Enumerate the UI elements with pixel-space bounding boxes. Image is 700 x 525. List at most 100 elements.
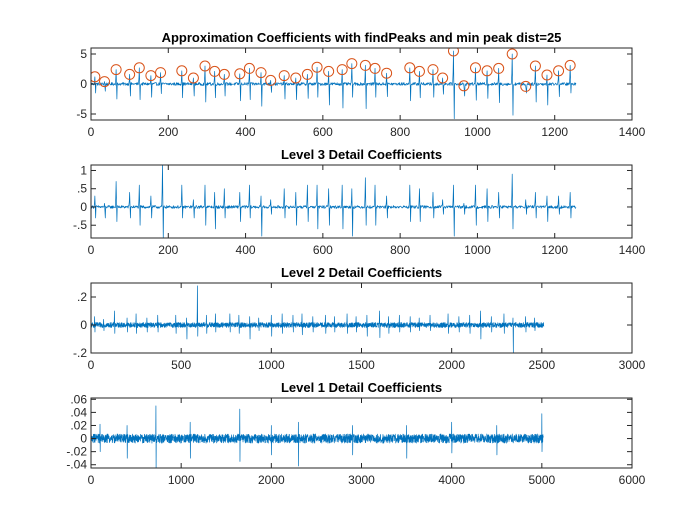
y-tick-label: 0 <box>80 432 87 446</box>
y-tick-label: 1 <box>80 163 87 177</box>
x-tick-label: 200 <box>158 243 178 257</box>
peak-marker <box>506 48 518 60</box>
peak-marker <box>336 64 348 76</box>
y-tick-label: -.02 <box>66 445 87 459</box>
y-tick-label: 0 <box>80 200 87 214</box>
x-tick-label: 600 <box>313 243 333 257</box>
peak-marker <box>133 62 145 74</box>
peak-marker <box>493 62 505 74</box>
x-tick-label: 1400 <box>619 125 646 139</box>
peak-marker <box>145 70 157 82</box>
peak-marker <box>346 58 358 70</box>
chart-panel-4: Level 1 Detail Coefficients 0 1000 2000 3000… <box>66 380 645 487</box>
peak-marker <box>199 60 211 72</box>
y-tick-label: .2 <box>77 290 87 304</box>
series-line <box>91 285 545 353</box>
plot-area <box>91 48 577 120</box>
y-tick-label: .04 <box>70 405 87 419</box>
peak-marker <box>278 70 290 82</box>
x-tick-label: 500 <box>171 358 191 372</box>
chart-panel-2: Level 3 Detail Coefficients 0 200 400 600 800… <box>73 147 646 257</box>
y-tick-label: 0 <box>80 77 87 91</box>
axes-box <box>90 164 633 239</box>
y-tick-label: -.5 <box>73 218 87 232</box>
peak-marker <box>458 80 470 92</box>
y-tick-label: -.2 <box>73 346 87 360</box>
peak-marker <box>564 59 576 71</box>
y-tick-label: .02 <box>70 418 87 432</box>
series-line <box>91 50 577 120</box>
x-tick-label: 200 <box>158 125 178 139</box>
y-tick-label: -5 <box>76 107 87 121</box>
peak-marker <box>209 65 221 77</box>
chart-title: Level 1 Detail Coefficients <box>281 380 442 395</box>
y-tick-label: 5 <box>80 47 87 61</box>
x-tick-label: 1000 <box>168 473 195 487</box>
peak-marker <box>110 64 122 76</box>
peak-marker <box>427 64 439 76</box>
plot-area <box>91 165 577 238</box>
peak-marker <box>176 65 188 77</box>
chart-panel-3: Level 2 Detail Coefficients 0 500 1000 1500 2… <box>73 265 646 372</box>
peak-marker <box>265 74 277 86</box>
x-tick-label: 1200 <box>541 243 568 257</box>
peak-marker <box>218 68 230 80</box>
x-tick-label: 4000 <box>438 473 465 487</box>
x-tick-label: 800 <box>390 243 410 257</box>
peak-marker <box>311 61 323 73</box>
x-tick-label: 2500 <box>528 358 555 372</box>
x-tick-label: 800 <box>390 125 410 139</box>
peak-marker <box>481 65 493 77</box>
series-line <box>91 165 577 238</box>
peak-marker <box>520 80 532 92</box>
x-tick-label: 1000 <box>258 358 285 372</box>
peak-marker <box>234 68 246 80</box>
peak-marker <box>553 65 565 77</box>
peak-marker <box>359 59 371 71</box>
peak-marker <box>437 72 449 84</box>
x-tick-label: 0 <box>88 473 95 487</box>
x-tick-label: 400 <box>236 125 256 139</box>
x-tick-label: 0 <box>88 125 95 139</box>
y-tick-label: 0 <box>80 318 87 332</box>
y-tick-label: -.04 <box>66 458 87 472</box>
plot-area <box>91 285 545 353</box>
series-line <box>91 405 544 468</box>
peak-marker <box>413 65 425 77</box>
peak-marker <box>381 67 393 79</box>
y-tick-label: .5 <box>77 182 87 196</box>
chart-title: Approximation Coefficients with findPeak… <box>162 30 562 45</box>
x-tick-label: 600 <box>313 125 333 139</box>
y-tick-label: .06 <box>70 392 87 406</box>
peak-marker <box>404 62 416 74</box>
x-tick-label: 3000 <box>348 473 375 487</box>
plot-area <box>91 405 544 468</box>
x-tick-label: 0 <box>88 243 95 257</box>
peak-marker <box>290 72 302 84</box>
peak-marker <box>323 65 335 77</box>
peak-marker <box>91 71 101 83</box>
x-tick-label: 2000 <box>258 473 285 487</box>
peak-marker <box>369 62 381 74</box>
x-tick-label: 1500 <box>348 358 375 372</box>
x-tick-label: 1000 <box>464 243 491 257</box>
x-tick-label: 0 <box>88 358 95 372</box>
chart-panel-1: Approximation Coefficients with findPeak… <box>76 30 645 139</box>
peak-marker <box>187 72 199 84</box>
peak-marker <box>469 62 481 74</box>
chart-title: Level 3 Detail Coefficients <box>281 147 442 162</box>
x-tick-label: 400 <box>236 243 256 257</box>
x-tick-label: 2000 <box>438 358 465 372</box>
peak-marker <box>447 48 459 57</box>
peak-marker <box>243 62 255 74</box>
x-tick-label: 3000 <box>619 358 646 372</box>
peak-marker <box>155 67 167 79</box>
x-tick-label: 1200 <box>541 125 568 139</box>
peak-marker <box>541 69 553 81</box>
peak-marker <box>99 76 111 88</box>
chart-title: Level 2 Detail Coefficients <box>281 265 442 280</box>
peak-marker <box>301 68 313 80</box>
x-tick-label: 1400 <box>619 243 646 257</box>
